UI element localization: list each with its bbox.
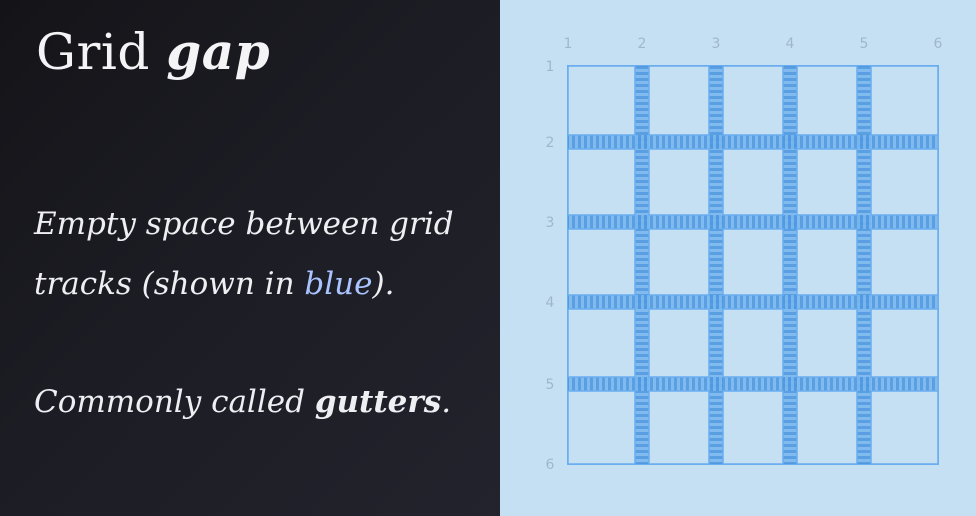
grid-cell — [796, 308, 858, 378]
grid-cell — [870, 308, 939, 378]
track-cells-layer — [567, 65, 939, 465]
grid-cell — [722, 308, 784, 378]
slide-title: Grid gap — [36, 22, 270, 81]
definition-line-2-start: tracks (shown in — [34, 266, 305, 302]
grid-diagram-panel: 1 2 3 4 5 6 1 2 3 4 5 6 — [500, 0, 976, 516]
row-gap — [568, 135, 938, 149]
title-regular-word: Grid — [36, 23, 150, 81]
grid-cell — [722, 65, 784, 136]
row-gap — [568, 377, 938, 391]
gutters-paragraph: Commonly called gutters. — [34, 372, 474, 432]
row-line-number: 6 — [546, 457, 555, 473]
grid-cell — [796, 65, 858, 136]
definition-line-2: tracks (shown in blue). — [34, 254, 474, 314]
row-gap — [568, 215, 938, 229]
grid-cell — [648, 228, 710, 296]
column-gap — [857, 66, 871, 464]
row-gap — [568, 295, 938, 309]
grid-cell — [567, 65, 636, 136]
grid-cell — [870, 390, 939, 465]
blue-accent-word: blue — [304, 266, 373, 302]
grid-gap-diagram: 1 2 3 4 5 6 1 2 3 4 5 6 — [546, 36, 943, 473]
grid-cell — [722, 390, 784, 465]
row-line-number: 2 — [546, 135, 555, 151]
column-line-number: 6 — [934, 36, 943, 52]
gap-layer — [567, 65, 939, 465]
grid-cell — [648, 65, 710, 136]
row-line-number: 1 — [546, 59, 555, 75]
line-number-layer: 1 2 3 4 5 6 1 2 3 4 5 6 — [546, 36, 943, 473]
grid-cell — [796, 148, 858, 216]
column-gap — [709, 66, 723, 464]
grid-cell — [567, 148, 636, 216]
column-line-number: 2 — [638, 36, 647, 52]
column-line-number: 3 — [712, 36, 721, 52]
column-gap — [783, 66, 797, 464]
gutters-bold-word: gutters — [314, 384, 442, 420]
grid-cell — [722, 148, 784, 216]
grid-cell — [870, 228, 939, 296]
grid-cell — [567, 390, 636, 465]
column-gap — [635, 66, 649, 464]
grid-cell — [567, 308, 636, 378]
row-line-number: 4 — [546, 295, 555, 311]
column-line-number: 5 — [860, 36, 869, 52]
gutters-paragraph-end: . — [441, 384, 452, 420]
row-line-number: 3 — [546, 215, 555, 231]
column-line-number: 1 — [564, 36, 573, 52]
definition-line-2-end: ). — [372, 266, 395, 302]
grid-cell — [648, 148, 710, 216]
column-line-number: 4 — [786, 36, 795, 52]
grid-cell — [722, 228, 784, 296]
grid-cell — [870, 148, 939, 216]
definition-line-1: Empty space between grid — [34, 206, 454, 242]
slide-text-panel: Grid gap Empty space between grid tracks… — [0, 0, 500, 516]
gutters-paragraph-start: Commonly called — [34, 384, 315, 420]
title-bold-word: gap — [166, 22, 271, 81]
grid-cell — [870, 65, 939, 136]
row-line-number: 5 — [546, 377, 555, 393]
grid-cell — [648, 390, 710, 465]
definition-paragraph: Empty space between grid tracks (shown i… — [34, 194, 474, 314]
grid-cell — [796, 228, 858, 296]
grid-cell — [648, 308, 710, 378]
grid-cell — [796, 390, 858, 465]
grid-cell — [567, 228, 636, 296]
